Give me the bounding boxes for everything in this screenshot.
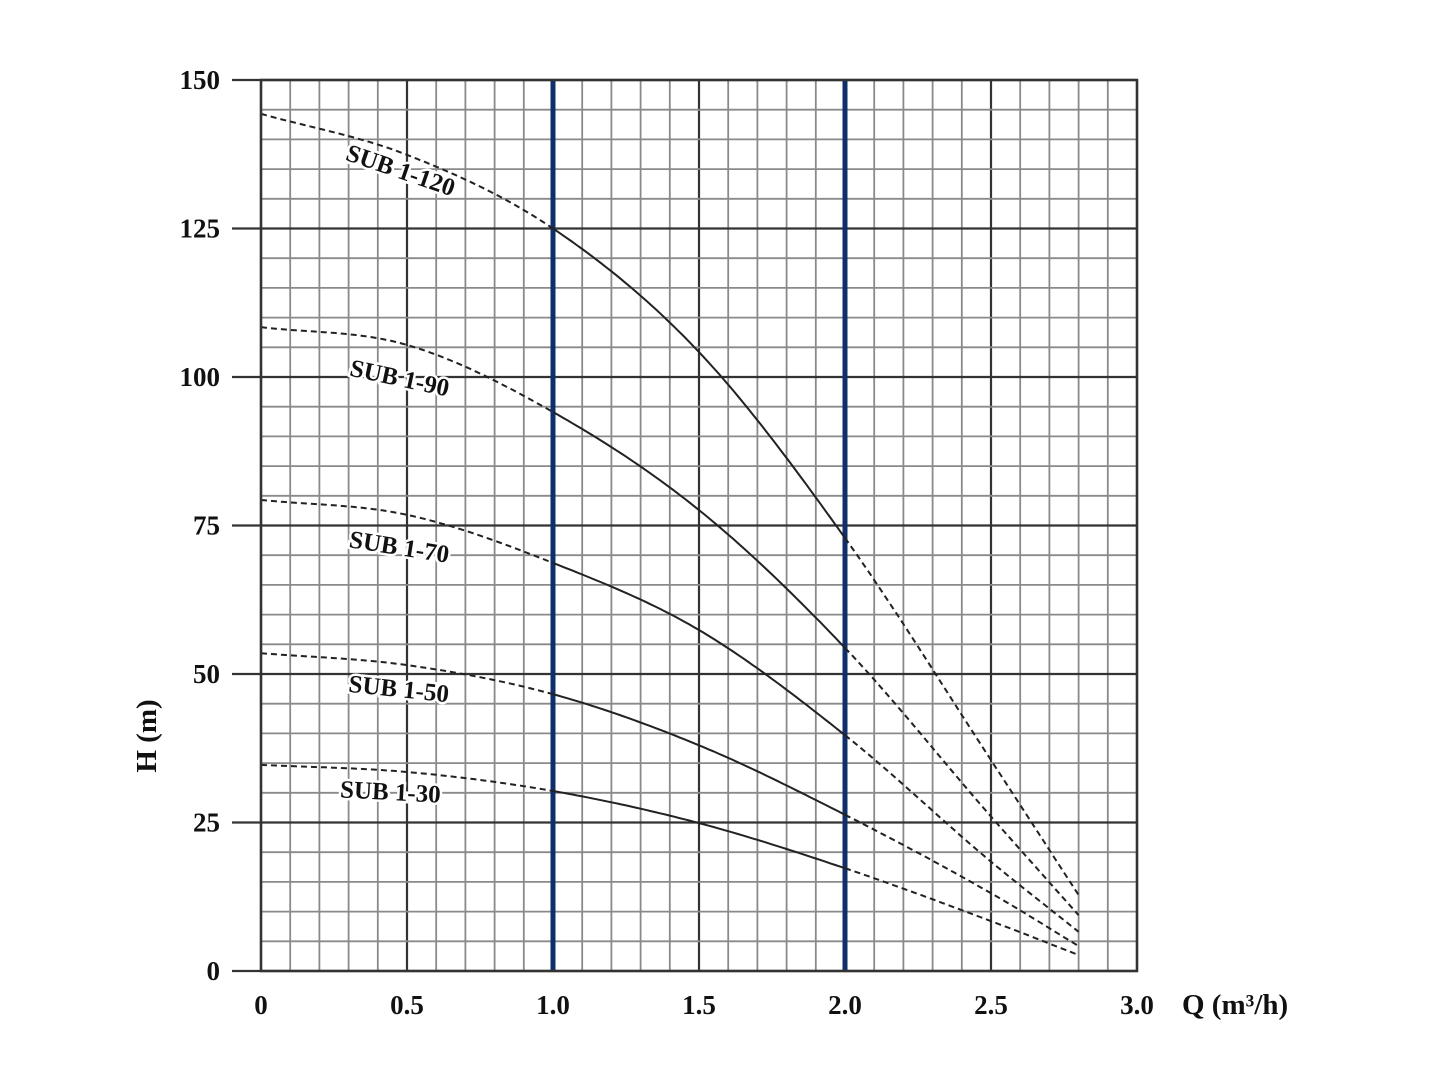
x-tick-label: 0 bbox=[254, 990, 268, 1020]
x-axis-label: Q (m³/h) bbox=[1182, 989, 1288, 1021]
y-axis: 0 25 50 75 100 125 150 bbox=[180, 65, 221, 986]
x-tick-label: 2.0 bbox=[828, 990, 862, 1020]
y-tick-label: 100 bbox=[180, 362, 221, 392]
x-tick-label: 0.5 bbox=[390, 990, 424, 1020]
y-tick-label: 0 bbox=[207, 956, 221, 986]
curve-solid bbox=[552, 561, 846, 736]
grid bbox=[232, 78, 1139, 973]
curve-dashed-high bbox=[844, 537, 1080, 896]
plot-frame bbox=[259, 78, 1139, 973]
curve-dashed-low bbox=[260, 652, 554, 696]
y-tick-label: 50 bbox=[193, 659, 220, 689]
curve-dashed-high bbox=[844, 734, 1080, 933]
y-tick-label: 125 bbox=[180, 214, 221, 244]
curve-label: SUB 1-120 bbox=[343, 140, 459, 202]
y-tick-label: 25 bbox=[193, 808, 220, 838]
curve-dashed-low bbox=[260, 326, 554, 413]
curve-solid bbox=[552, 411, 846, 649]
x-axis: 0 0.5 1.0 1.5 2.0 2.5 3.0 bbox=[254, 990, 1154, 1020]
x-tick-label: 3.0 bbox=[1120, 990, 1154, 1020]
x-tick-label: 2.5 bbox=[974, 990, 1008, 1020]
y-tick-label: 75 bbox=[193, 511, 220, 541]
curve-solid bbox=[552, 693, 846, 816]
curve-dashed-low bbox=[260, 112, 554, 230]
curve-solid bbox=[552, 227, 846, 539]
y-axis-label: H (m) bbox=[131, 699, 163, 772]
x-tick-label: 1.5 bbox=[682, 990, 716, 1020]
y-tick-label: 150 bbox=[180, 65, 221, 95]
curves bbox=[260, 112, 1080, 956]
curve-solid bbox=[552, 790, 846, 870]
curve-label: SUB 1-50 bbox=[347, 671, 450, 708]
x-tick-label: 1.0 bbox=[536, 990, 570, 1020]
curve-dashed-high bbox=[844, 813, 1080, 947]
curve-dashed-high bbox=[844, 867, 1079, 956]
plot-border bbox=[259, 78, 1139, 973]
curve-dashed-low bbox=[260, 763, 554, 792]
curve-label: SUB 1-30 bbox=[339, 776, 441, 808]
